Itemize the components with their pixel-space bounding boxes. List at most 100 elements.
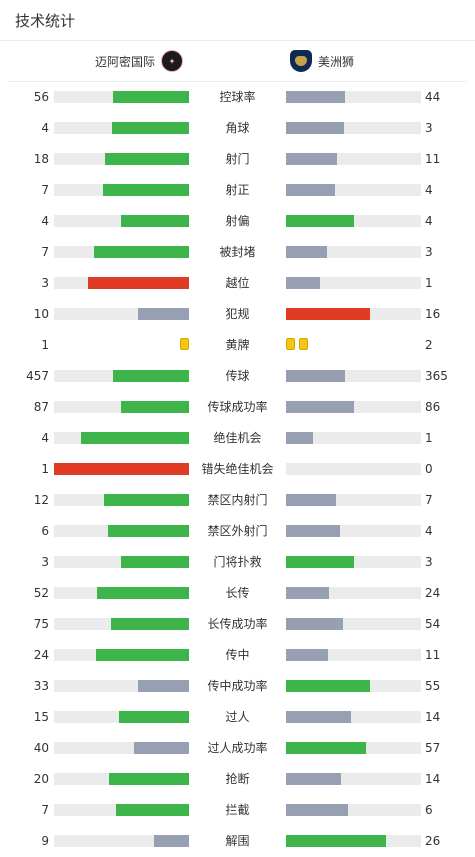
away-bar-track [286,494,421,506]
away-value: 2 [425,338,433,352]
away-bar [286,122,344,134]
stat-row: 20 抢断 14 [0,764,475,795]
away-value: 4 [425,183,433,197]
away-bar [286,153,337,165]
home-bar-track [54,308,189,320]
yellow-card-icon [180,338,189,350]
home-bar [88,277,189,289]
home-bar [138,680,189,692]
home-bar-track [54,525,189,537]
home-bar [113,370,189,382]
yellow-card-icon [286,338,295,350]
away-bar-track [286,680,421,692]
away-bar [286,494,336,506]
home-value: 1 [41,462,49,476]
away-bar-track [286,277,421,289]
away-value: 57 [425,741,441,755]
home-bar [138,308,189,320]
home-bar-track [54,804,189,816]
away-value: 26 [425,834,441,848]
home-bar-track [54,463,189,475]
home-bar [119,711,189,723]
stat-label: 过人成功率 [207,741,268,755]
home-bar-track [54,432,189,444]
home-value: 457 [26,369,49,383]
home-bar-track [54,122,189,134]
stat-row: 1 黄牌 2 [0,330,475,361]
away-bar [286,835,386,847]
away-value: 6 [425,803,433,817]
away-team-name: 美洲狮 [318,54,355,69]
home-value: 9 [41,834,49,848]
away-bar-track [286,773,421,785]
away-value: 3 [425,121,433,135]
away-bar-track [286,742,421,754]
stat-label: 黄牌 [225,338,250,352]
away-bar-track [286,184,421,196]
away-bar [286,742,366,754]
away-bar-track [286,649,421,661]
stat-label: 门将扑救 [213,555,262,569]
home-bar [112,122,189,134]
stat-row: 1 错失绝佳机会 0 [0,454,475,485]
stat-label: 射正 [225,183,250,197]
away-value: 11 [425,648,441,662]
home-bar-track [54,587,189,599]
away-bar-track [286,804,421,816]
home-bar [105,153,189,165]
stat-label: 控球率 [219,90,256,104]
stat-row: 33 传中成功率 55 [0,671,475,702]
home-value: 40 [33,741,49,755]
stat-row: 7 拦截 6 [0,795,475,826]
home-value: 12 [33,493,49,507]
home-bar-track [54,494,189,506]
stat-row: 4 角球 3 [0,113,475,144]
away-value: 7 [425,493,433,507]
away-value: 3 [425,555,433,569]
stat-row: 12 禁区内射门 7 [0,485,475,516]
home-value: 24 [33,648,49,662]
home-bar-track [54,184,189,196]
home-bar-track [54,556,189,568]
away-bar-track [286,525,421,537]
home-bar-track [54,91,189,103]
home-bar-track [54,835,189,847]
away-value: 0 [425,462,433,476]
stat-row: 40 过人成功率 57 [0,733,475,764]
away-value: 86 [425,400,441,414]
home-bar [94,246,189,258]
home-team[interactable]: 迈阿密国际 ✦ [95,41,183,81]
home-bar [113,91,189,103]
stat-label: 长传成功率 [207,617,268,631]
home-value: 4 [41,214,49,228]
home-value: 33 [33,679,49,693]
away-bar-track [286,587,421,599]
stat-label: 角球 [225,121,250,135]
stats-header: 技术统计 [0,0,475,41]
away-value: 365 [425,369,448,383]
stat-label: 长传 [225,586,250,600]
stat-row: 7 被封堵 3 [0,237,475,268]
away-bar [286,184,335,196]
away-bar-track [286,835,421,847]
away-bar [286,618,343,630]
home-value: 10 [33,307,49,321]
away-value: 16 [425,307,441,321]
away-bar-track [286,308,421,320]
away-bar [286,370,345,382]
home-value: 3 [41,276,49,290]
stat-row: 4 绝佳机会 1 [0,423,475,454]
away-team[interactable]: 美洲狮 [290,41,354,81]
away-bar [286,525,340,537]
away-bar [286,587,329,599]
home-bar [97,587,189,599]
home-bar [96,649,189,661]
stat-row: 9 解围 26 [0,826,475,857]
home-bar-track [54,277,189,289]
stat-row: 15 过人 14 [0,702,475,733]
home-bar [121,215,189,227]
away-bar [286,773,341,785]
away-value: 1 [425,276,433,290]
home-bar [104,494,189,506]
stat-row: 3 越位 1 [0,268,475,299]
